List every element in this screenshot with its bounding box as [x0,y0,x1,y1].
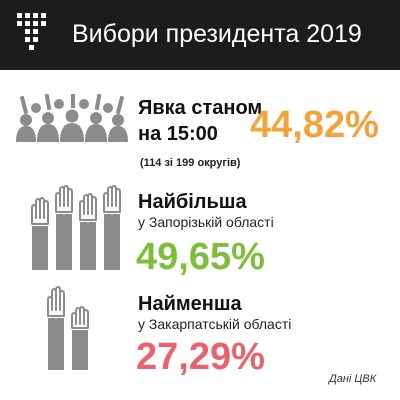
turnout-label-line1: Явка станом [138,97,263,119]
lowest-label: Найменша [138,293,242,315]
raised-hands-few-icon [47,286,89,370]
header-bar: Вибори президента 2019 [0,0,400,70]
highest-region: у Запорізькій області [138,214,274,230]
lowest-value: 27,29% [136,336,265,378]
raised-hands-many-icon [31,185,121,270]
lowest-region: у Закарпатській області [138,316,292,332]
turnout-note: (114 зі 199 округів) [140,157,241,169]
logo-icon [17,13,47,55]
turnout-value: 44,82% [250,104,379,146]
data-source: Дані ЦВК [329,373,377,385]
turnout-label-line2: на 15:00 [138,123,218,145]
crowd-icon [16,94,128,142]
highest-label: Найбільша [138,191,247,213]
highest-value: 49,65% [136,236,265,278]
page-title: Вибори президента 2019 [72,20,362,48]
